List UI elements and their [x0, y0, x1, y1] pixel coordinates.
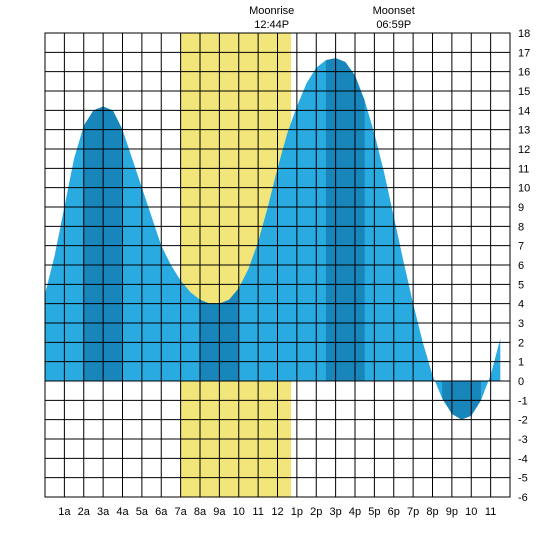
x-tick-label: 5a — [136, 506, 149, 518]
y-tick-label: 8 — [518, 221, 524, 233]
x-tick-label: 10 — [465, 506, 477, 518]
x-tick-label: 8p — [426, 506, 438, 518]
x-tick-label: 1a — [58, 506, 71, 518]
x-tick-label: 9a — [213, 506, 226, 518]
y-tick-label: 4 — [518, 299, 524, 311]
x-tick-label: 10 — [233, 506, 245, 518]
annotation-label: Moonset — [373, 5, 415, 17]
x-tick-label: 5p — [368, 506, 380, 518]
x-tick-label: 2p — [310, 506, 322, 518]
y-tick-label: 7 — [518, 241, 524, 253]
x-tick-label: 3a — [97, 506, 110, 518]
y-tick-label: -6 — [518, 492, 528, 504]
y-tick-label: 13 — [518, 125, 530, 137]
y-tick-label: 1 — [518, 357, 524, 369]
x-tick-label: 11 — [252, 506, 263, 518]
y-tick-label: 9 — [518, 202, 524, 214]
y-tick-label: 0 — [518, 376, 524, 388]
tide-chart: -6-5-4-3-2-10123456789101112131415161718… — [0, 0, 550, 550]
y-tick-label: -1 — [518, 395, 528, 407]
y-tick-label: -5 — [518, 473, 528, 485]
x-tick-label: 2a — [78, 506, 91, 518]
y-tick-label: 6 — [518, 260, 524, 272]
y-tick-label: -4 — [518, 453, 528, 465]
y-tick-label: 15 — [518, 86, 530, 98]
x-tick-label: 4p — [349, 506, 361, 518]
x-tick-label: 1p — [291, 506, 303, 518]
y-tick-label: 12 — [518, 144, 530, 156]
x-tick-label: 12 — [271, 506, 283, 518]
x-tick-label: 6p — [388, 506, 400, 518]
x-tick-label: 11 — [485, 506, 496, 518]
x-tick-label: 7p — [407, 506, 419, 518]
x-tick-label: 8a — [194, 506, 207, 518]
y-tick-label: -3 — [518, 434, 528, 446]
x-tick-label: 7a — [175, 506, 188, 518]
y-tick-label: 14 — [518, 105, 530, 117]
y-tick-label: 3 — [518, 318, 524, 330]
annotation-time: 06:59P — [376, 19, 411, 31]
y-tick-label: 2 — [518, 337, 524, 349]
x-tick-label: 4a — [116, 506, 129, 518]
y-tick-label: 18 — [518, 28, 530, 40]
y-tick-label: 10 — [518, 183, 530, 195]
x-tick-label: 6a — [155, 506, 168, 518]
x-tick-label: 3p — [330, 506, 342, 518]
y-tick-label: 11 — [518, 163, 529, 175]
annotation-time: 12:44P — [254, 19, 289, 31]
y-tick-label: 16 — [518, 67, 530, 79]
x-tick-label: 9p — [446, 506, 458, 518]
y-tick-label: 5 — [518, 279, 524, 291]
y-tick-label: -2 — [518, 415, 528, 427]
annotation-label: Moonrise — [249, 5, 294, 17]
y-tick-label: 17 — [518, 47, 530, 59]
